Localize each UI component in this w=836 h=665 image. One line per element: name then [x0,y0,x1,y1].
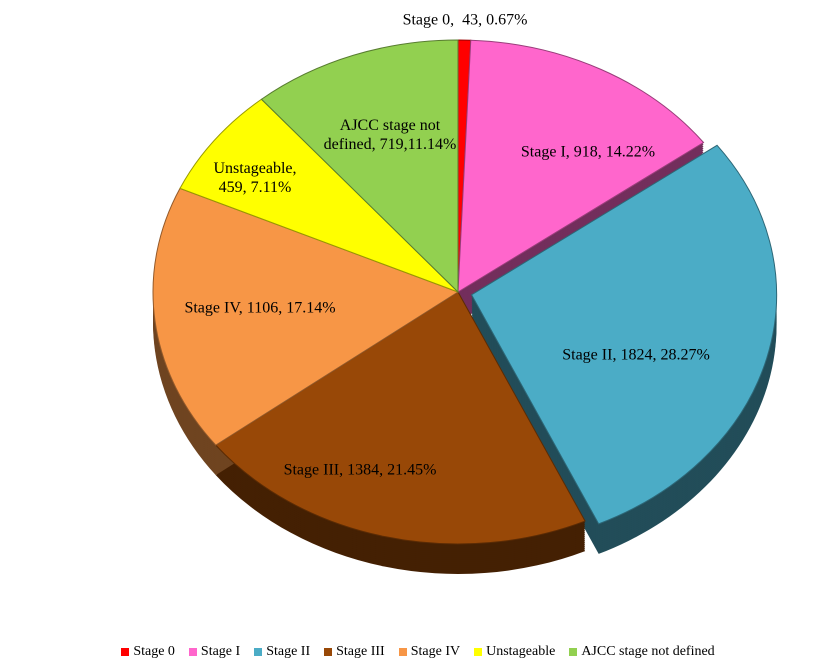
legend: Stage 0 Stage I Stage II Stage III Stage IV U… [0,644,836,660]
legend-label: Stage II [266,644,311,659]
data-label: AJCC stage not defined, 719,11.14% [323,117,457,153]
legend-swatch [121,648,130,656]
legend-item: Stage II [254,644,310,660]
legend-item: Stage 0 [121,644,175,660]
legend-swatch [569,648,578,656]
legend-swatch [474,648,483,656]
legend-label: Unstageable [486,644,556,659]
data-label: Stage IV, 1106, 17.14% [184,299,336,317]
legend-swatch [254,648,263,656]
data-label: Stage I, 918, 14.22% [520,143,656,161]
legend-label: AJCC stage not defined [581,644,715,659]
legend-label: Stage III [336,644,385,659]
legend-item: AJCC stage not defined [569,644,715,660]
legend-item: Stage IV [398,644,461,660]
data-label: Stage 0, 43, 0.67% [402,11,528,29]
legend-swatch [398,648,407,656]
legend-item: Unstageable [474,644,555,660]
pie-area [152,39,777,574]
data-label: Unstageable, 459, 7.11% [213,160,297,196]
legend-label: Stage 0 [133,644,175,659]
legend-label: Stage IV [410,644,461,659]
legend-label: Stage I [200,644,241,659]
slice [214,291,586,545]
slice [470,144,777,525]
slice [152,187,460,446]
data-label: Stage II, 1824, 28.27% [562,346,710,364]
slice [260,39,459,294]
legend-swatch [324,648,333,656]
legend-swatch [188,648,197,656]
slice [179,98,459,293]
data-label: Stage III, 1384, 21.45% [283,461,437,479]
legend-item: Stage III [324,644,385,660]
slice [457,39,705,293]
legend-item: Stage I [188,644,241,660]
